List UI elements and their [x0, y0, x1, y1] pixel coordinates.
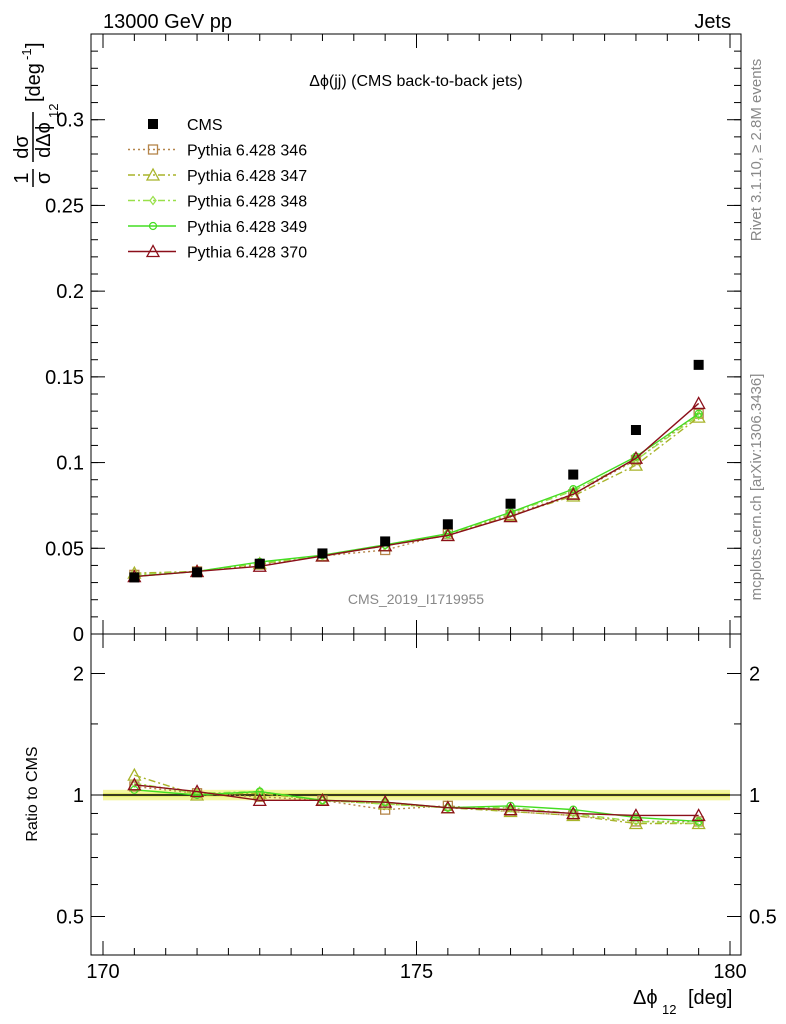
legend-label-p370: Pythia 6.428 370 [187, 245, 307, 262]
ylabel-unit: [deg [23, 63, 45, 102]
analysis-watermark: CMS_2019_I1719955 [348, 591, 484, 607]
main-point-p370 [503, 509, 518, 523]
main-line-p347 [134, 416, 700, 574]
ratio-point-p370 [628, 808, 644, 822]
main-point-cms [505, 498, 516, 509]
xlabel-unit: [deg] [688, 987, 732, 1009]
ratio-point-p370 [315, 792, 330, 806]
ylabel-den-sigma: σ [33, 171, 55, 184]
main-ytick-label: 0.25 [45, 195, 84, 217]
ratio-line-p347 [134, 774, 699, 825]
main-series [127, 359, 706, 583]
ratio-ytick-label-right: 0.5 [749, 907, 777, 929]
ratio-point-p370 [189, 784, 205, 798]
legend-marker-p370 [145, 244, 161, 258]
ratio-xtick-label: 180 [713, 961, 746, 983]
header-left: 13000 GeV pp [103, 11, 232, 33]
ratio-ylabel: Ratio to CMS [24, 746, 41, 841]
main-point-cms [129, 572, 140, 583]
ratio-point-p370 [503, 802, 518, 816]
ratio-point-p370 [378, 794, 393, 808]
legend-label-p349: Pythia 6.428 349 [187, 219, 307, 236]
ylabel-unit-exp: -1 [19, 48, 34, 60]
ylabel-den-sub: 12 [46, 104, 61, 118]
main-point-p347 [628, 457, 644, 471]
ratio-point-p370 [691, 808, 706, 822]
ratio-point-p370 [566, 806, 581, 820]
rivet-label: Rivet 3.1.10, ≥ 2.8M events [748, 59, 765, 242]
legend-label-p347: Pythia 6.428 347 [187, 168, 307, 185]
ylabel-unit-close: ] [23, 42, 45, 48]
xlabel-sub: 12 [662, 1002, 676, 1017]
ratio-ytick-label-left: 0.5 [56, 907, 84, 929]
ratio-point-p348 [694, 818, 703, 829]
main-point-cms [568, 469, 579, 480]
main-point-p370 [628, 450, 644, 464]
ratio-ytick-label-right: 2 [749, 664, 760, 686]
main-point-p370 [440, 528, 455, 542]
ratio-point-p370 [252, 792, 267, 806]
main-point-cms [380, 536, 391, 547]
header-right: Jets [694, 11, 731, 33]
ratio-ytick-label-left: 1 [73, 785, 84, 807]
ratio-point-p347 [566, 808, 581, 822]
main-point-p370 [691, 396, 706, 410]
xlabel-main: Δϕ [633, 987, 658, 1009]
main-point-cms [442, 519, 453, 530]
ratio-line-p370 [134, 784, 699, 817]
main-ytick-label: 0.3 [56, 110, 84, 132]
legend-marker-p346 [147, 144, 159, 155]
mcplots-label: mcplots.cern.ch [arXiv:1306.3436] [748, 374, 765, 601]
ratio-axes: 0.5 0.5 1 1 2 2 170 175 180 [56, 634, 777, 983]
ratio-point-p370 [440, 800, 455, 814]
ratio-ytick-label-right: 1 [749, 785, 760, 807]
main-point-cms [630, 425, 641, 435]
main-ytick-label: 0 [73, 624, 84, 646]
main-line-p349 [134, 413, 700, 578]
legend-label-p346: Pythia 6.428 346 [187, 143, 307, 160]
ratio-point-p347 [628, 816, 644, 830]
ratio-ytick-label-left: 2 [73, 664, 84, 686]
legend-label-p348: Pythia 6.428 348 [187, 194, 307, 211]
ratio-point-p347 [503, 804, 518, 818]
main-point-cms [254, 558, 265, 569]
legend-label-cms: CMS [187, 117, 223, 134]
main-axes: 0 0.05 0.1 0.15 0.2 0.25 0.3 [45, 34, 741, 646]
main-ytick-label: 0.05 [45, 538, 84, 560]
ratio-xtick-label: 175 [400, 961, 433, 983]
main-point-p347 [691, 409, 706, 423]
main-point-cms [693, 359, 704, 370]
main-point-cms [192, 567, 203, 578]
main-line-p348 [134, 414, 700, 576]
main-ytick-label: 0.1 [56, 453, 84, 475]
legend: CMS Pythia 6.428 346 Pythia 6.428 347 Pythi… [128, 117, 307, 262]
ratio-point-p370 [127, 777, 142, 791]
ylabel-num-dsigma: dσ [11, 135, 33, 159]
main-title: Δϕ(jj) (CMS back-to-back jets) [309, 73, 522, 90]
ratio-series [127, 767, 706, 830]
main-point-p370 [566, 486, 581, 500]
main-point-p346 [693, 408, 704, 419]
x-axis-label: Δϕ 12 [deg] [633, 987, 732, 1017]
main-ylabel: 1 σ dσ dΔϕ 12 [deg -1 ] [11, 42, 61, 187]
main-line-p346 [134, 413, 700, 576]
ylabel-den-dphi: dΔϕ [33, 122, 55, 158]
legend-marker-cms [148, 119, 158, 129]
legend-marker-p347 [145, 167, 161, 181]
legend-marker-p348 [149, 195, 157, 206]
main-ytick-label: 0.2 [56, 281, 84, 303]
ratio-line-p348 [134, 782, 699, 825]
main-ytick-label: 0.15 [45, 367, 84, 389]
ratio-xtick-label: 170 [86, 961, 119, 983]
main-line-p370 [134, 402, 700, 578]
ylabel-num-1: 1 [11, 172, 33, 183]
main-point-cms [317, 548, 328, 559]
